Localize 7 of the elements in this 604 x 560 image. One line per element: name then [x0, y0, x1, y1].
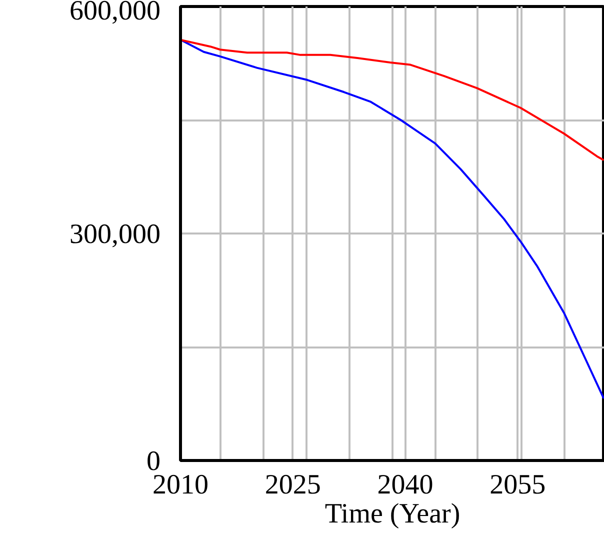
x-axis-title: Time (Year)	[324, 498, 460, 530]
y-tick-label: 600,000	[70, 0, 160, 26]
x-tick-label: 2040	[377, 470, 434, 500]
x-tick-label: 2025	[264, 470, 321, 500]
x-tick-label: 2055	[490, 470, 546, 500]
y-tick-label: 300,000	[70, 219, 160, 250]
x-tick-label: 2010	[152, 470, 208, 500]
